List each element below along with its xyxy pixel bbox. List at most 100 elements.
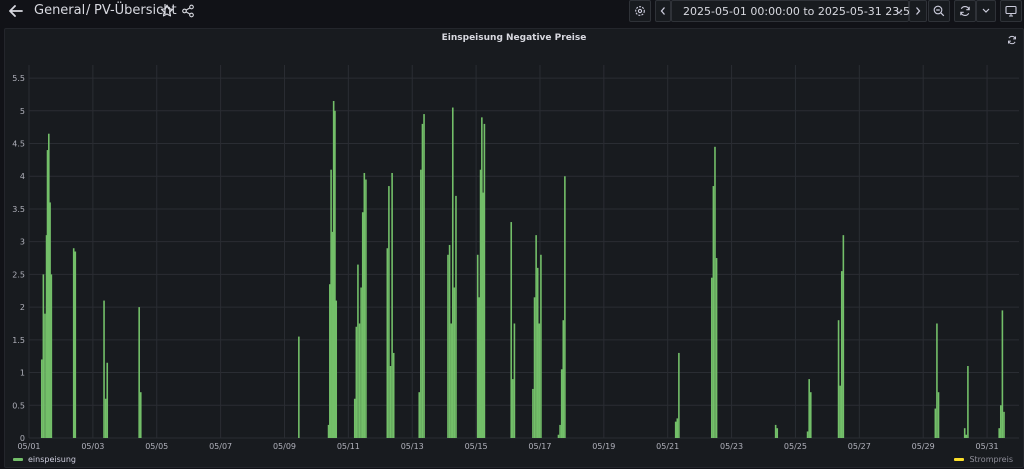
data-bar[interactable] xyxy=(44,313,46,438)
data-bar[interactable] xyxy=(358,323,361,438)
data-bar[interactable] xyxy=(776,428,779,438)
data-bar[interactable] xyxy=(361,212,364,438)
zoom-out-button[interactable] xyxy=(928,0,950,22)
data-bar[interactable] xyxy=(418,392,421,438)
data-bar[interactable] xyxy=(106,362,109,438)
refresh-button[interactable] xyxy=(954,0,976,22)
data-bar[interactable] xyxy=(934,408,937,438)
data-bar[interactable] xyxy=(72,248,75,438)
data-bar[interactable] xyxy=(481,117,483,438)
data-bar[interactable] xyxy=(512,379,514,438)
data-bar[interactable] xyxy=(839,385,841,438)
data-bar[interactable] xyxy=(532,388,534,438)
data-bar[interactable] xyxy=(455,195,457,438)
data-bar[interactable] xyxy=(391,172,393,438)
data-bar[interactable] xyxy=(999,405,1002,438)
panel-title[interactable]: Einspeisung Negative Preise xyxy=(441,33,587,43)
data-bar[interactable] xyxy=(330,169,332,438)
data-bar[interactable] xyxy=(447,254,449,438)
data-bar[interactable] xyxy=(335,300,338,438)
data-bar[interactable] xyxy=(513,323,516,438)
share-button[interactable] xyxy=(181,4,195,18)
data-bar[interactable] xyxy=(103,300,105,438)
data-bar[interactable] xyxy=(479,169,482,438)
data-bar[interactable] xyxy=(421,123,424,438)
data-bar[interactable] xyxy=(560,369,563,438)
data-bar[interactable] xyxy=(327,424,330,438)
time-range-picker[interactable]: 2025-05-01 00:00:00 to 2025-05-31 23:59:… xyxy=(671,0,935,22)
settings-button[interactable] xyxy=(629,0,651,22)
data-bar[interactable] xyxy=(965,434,968,438)
data-bar[interactable] xyxy=(365,179,367,438)
data-bar[interactable] xyxy=(967,366,969,438)
data-bar[interactable] xyxy=(712,186,715,438)
data-bar[interactable] xyxy=(809,392,812,438)
data-bar[interactable] xyxy=(139,392,142,438)
data-bar[interactable] xyxy=(806,431,809,438)
data-bar[interactable] xyxy=(674,421,677,438)
data-bar[interactable] xyxy=(420,169,422,438)
data-bar[interactable] xyxy=(49,202,51,438)
data-bar[interactable] xyxy=(937,392,940,438)
data-bar[interactable] xyxy=(557,434,560,438)
time-shift-forward-button[interactable] xyxy=(909,0,927,22)
data-bar[interactable] xyxy=(451,107,454,438)
data-bar[interactable] xyxy=(453,287,456,438)
data-bar[interactable] xyxy=(510,222,513,438)
data-bar[interactable] xyxy=(389,366,392,438)
data-bar[interactable] xyxy=(355,326,358,438)
time-shift-back-button[interactable] xyxy=(655,0,671,22)
data-bar[interactable] xyxy=(74,251,77,439)
data-bar[interactable] xyxy=(448,244,451,438)
data-bar[interactable] xyxy=(559,424,561,438)
data-bar[interactable] xyxy=(357,264,359,438)
data-bar[interactable] xyxy=(138,307,140,438)
data-bar[interactable] xyxy=(963,428,966,438)
data-bar[interactable] xyxy=(837,320,840,438)
data-bar[interactable] xyxy=(478,297,481,438)
data-bar[interactable] xyxy=(50,274,53,438)
refresh-interval-dropdown[interactable] xyxy=(976,0,996,22)
data-bar[interactable] xyxy=(386,248,389,438)
data-bar[interactable] xyxy=(334,110,336,439)
data-bar[interactable] xyxy=(363,172,366,438)
data-bar[interactable] xyxy=(423,114,425,438)
data-bar[interactable] xyxy=(48,133,50,439)
data-bar[interactable] xyxy=(564,176,566,439)
data-bar[interactable] xyxy=(104,398,107,438)
data-bar[interactable] xyxy=(388,186,390,438)
data-bar[interactable] xyxy=(808,379,810,438)
data-bar[interactable] xyxy=(842,235,845,438)
legend-item-strompreis[interactable]: Strompreis xyxy=(954,455,1013,464)
data-bar[interactable] xyxy=(42,274,45,438)
data-bar[interactable] xyxy=(353,398,356,438)
data-bar[interactable] xyxy=(1001,310,1004,438)
data-bar[interactable] xyxy=(535,235,537,438)
data-bar[interactable] xyxy=(998,428,1000,438)
data-bar[interactable] xyxy=(331,231,334,438)
data-bar[interactable] xyxy=(540,254,542,438)
data-bar[interactable] xyxy=(482,192,484,438)
legend-item-einspeisung[interactable]: einspeisung xyxy=(13,455,76,464)
back-button[interactable] xyxy=(6,2,26,20)
data-bar[interactable] xyxy=(774,424,777,438)
data-bar[interactable] xyxy=(533,297,536,438)
data-bar[interactable] xyxy=(332,100,335,439)
data-bar[interactable] xyxy=(715,258,718,438)
data-bar[interactable] xyxy=(360,287,362,438)
breadcrumb-home[interactable]: General xyxy=(34,3,86,18)
data-bar[interactable] xyxy=(392,352,395,438)
chart-svg[interactable]: 0 0.5 1 1.5 2 2.5 3 3.5 4 4.5 5 5.5 05/01 05/03 05/05… xyxy=(5,29,1023,467)
view-mode-button[interactable] xyxy=(1000,0,1022,22)
data-bar[interactable] xyxy=(676,418,679,438)
star-button[interactable] xyxy=(160,4,174,18)
data-bar[interactable] xyxy=(476,254,479,438)
data-bar[interactable] xyxy=(40,359,43,438)
data-bar[interactable] xyxy=(714,146,716,438)
data-bar[interactable] xyxy=(562,320,565,438)
data-bar[interactable] xyxy=(710,277,713,438)
data-bar[interactable] xyxy=(936,323,938,438)
data-bar[interactable] xyxy=(46,150,49,438)
panel-refresh-button[interactable] xyxy=(1007,34,1017,45)
data-bar[interactable] xyxy=(1003,411,1005,438)
